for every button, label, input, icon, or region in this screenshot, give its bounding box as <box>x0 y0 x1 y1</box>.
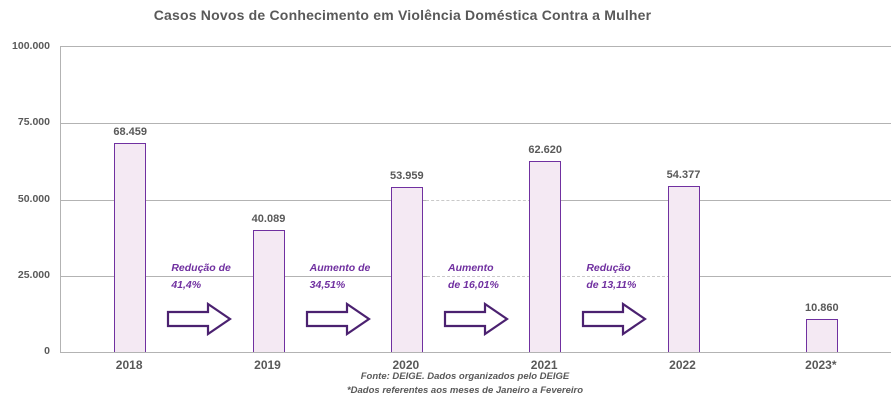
y-tick-label: 75.000 <box>17 116 50 129</box>
x-label-2019: 2019 <box>254 358 281 372</box>
y-tick-label: 100.000 <box>12 40 50 52</box>
bar-2022 <box>667 186 700 352</box>
gridline-50000 <box>61 199 426 201</box>
right-arrow-icon <box>582 302 648 336</box>
y-tick-label: 50.000 <box>17 192 50 205</box>
annotations-layer: Redução de 41,4% Aumento de 34,51% Aumento de… <box>61 47 891 352</box>
annotation-text-line1: Redução <box>586 262 631 274</box>
bar-value-label: 10.860 <box>805 301 839 314</box>
gridline-50000-dashed <box>426 199 531 201</box>
chart-title: Casos Novos de Conhecimento em Violência… <box>153 7 652 23</box>
bar-2020 <box>390 187 423 352</box>
gridline-75000 <box>61 123 891 125</box>
gridline-25000 <box>670 275 891 277</box>
footnote-source: Fonte: DEIGE. Dados organizados pelo DEI… <box>360 371 570 382</box>
gridline-50000 <box>531 199 891 201</box>
y-tick-label: 25.000 <box>17 268 50 281</box>
footnotes: Fonte: DEIGE. Dados organizados pelo DEI… <box>35 370 895 397</box>
bar-value-label: 40.089 <box>251 212 286 225</box>
bar-value-label: 62.620 <box>528 144 562 157</box>
bar-2023* <box>805 318 838 352</box>
y-axis: 100.000 75.000 50.000 25.000 0 <box>0 0 50 406</box>
annotation-text-line2: 34,51% <box>309 278 346 291</box>
annotation-text-line1: Aumento de <box>309 262 371 274</box>
annotation-2020-2021: Aumento de 16,01% <box>429 260 525 336</box>
bar-2019 <box>252 229 285 352</box>
x-label-2022: 2022 <box>669 358 696 372</box>
bars-layer: 68.459 40.089 53.959 62.620 54.377 10.860 <box>61 47 891 352</box>
bar-2021 <box>529 161 562 352</box>
x-label-2021: 2021 <box>530 358 558 372</box>
annotation-text-line2: de 16,01% <box>448 278 499 291</box>
x-axis: 2018 2019 2020 2021 2022 2023* <box>0 358 895 374</box>
annotation-text-line2: de 13,11% <box>586 278 637 291</box>
bar-2018 <box>114 143 147 352</box>
annotation-2021-2022: Redução de 13,11% <box>567 260 663 336</box>
annotation-2019-2020: Aumento de 34,51% <box>291 260 387 336</box>
bar-value-label: 68.459 <box>113 126 147 139</box>
gridline-25000 <box>61 275 427 277</box>
annotation-text-line1: Aumento <box>448 262 494 274</box>
plot-area: 68.459 40.089 53.959 62.620 54.377 10.860 Red… <box>60 46 891 353</box>
x-label-2018: 2018 <box>115 358 143 372</box>
annotation-text-line1: Redução de <box>171 262 231 274</box>
bar-value-label: 54.377 <box>666 169 701 182</box>
right-arrow-icon <box>167 302 233 336</box>
annotation-text-line2: 41,4% <box>171 278 202 291</box>
y-tick-label: 0 <box>44 345 50 357</box>
x-label-2020: 2020 <box>392 358 420 372</box>
footnote-period: *Dados referentes aos meses de Janeiro a… <box>346 384 584 396</box>
bar-value-label: 53.959 <box>390 170 424 183</box>
x-label-2023*: 2023* <box>805 358 837 372</box>
right-arrow-icon <box>443 302 509 336</box>
right-arrow-icon <box>305 302 371 336</box>
annotation-2018-2019: Redução de 41,4% <box>152 260 248 336</box>
